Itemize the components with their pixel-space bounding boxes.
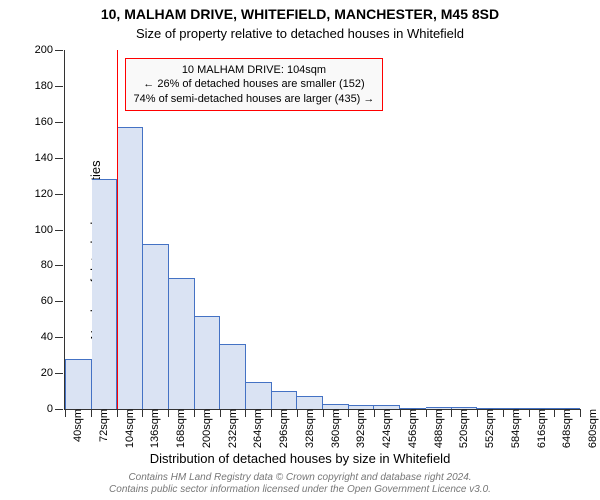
plot-area: 10 MALHAM DRIVE: 104sqm ← 26% of detache… xyxy=(64,50,580,410)
x-tick xyxy=(554,409,555,417)
y-tick-label: 200 xyxy=(35,44,65,56)
x-tick xyxy=(220,409,221,417)
x-tick xyxy=(65,409,66,417)
bar xyxy=(220,344,246,409)
x-tick-label: 648sqm xyxy=(557,409,573,448)
x-tick xyxy=(194,409,195,417)
page-title: 10, MALHAM DRIVE, WHITEFIELD, MANCHESTER… xyxy=(0,6,600,22)
x-tick-label: 456sqm xyxy=(403,409,419,448)
x-tick-label: 360sqm xyxy=(326,409,342,448)
x-tick-label: 136sqm xyxy=(145,409,161,448)
x-tick xyxy=(117,409,118,417)
x-tick xyxy=(580,409,581,417)
bar xyxy=(117,127,143,409)
x-tick-label: 584sqm xyxy=(506,409,522,448)
page-subtitle: Size of property relative to detached ho… xyxy=(0,26,600,41)
x-tick xyxy=(348,409,349,417)
bar xyxy=(143,244,169,409)
x-tick-label: 200sqm xyxy=(197,409,213,448)
x-tick xyxy=(142,409,143,417)
x-axis-label: Distribution of detached houses by size … xyxy=(0,451,600,466)
y-tick-label: 140 xyxy=(35,152,65,164)
x-tick-label: 264sqm xyxy=(248,409,264,448)
x-tick-label: 104sqm xyxy=(120,409,136,448)
x-tick-label: 392sqm xyxy=(351,409,367,448)
y-tick-label: 100 xyxy=(35,224,65,236)
bar xyxy=(297,396,323,409)
marker-line xyxy=(117,50,118,409)
x-tick-label: 488sqm xyxy=(429,409,445,448)
annotation-box: 10 MALHAM DRIVE: 104sqm ← 26% of detache… xyxy=(125,58,384,111)
footer-line2: Contains public sector information licen… xyxy=(0,484,600,496)
y-tick-label: 60 xyxy=(41,295,65,307)
x-tick-label: 520sqm xyxy=(454,409,470,448)
x-tick-label: 40sqm xyxy=(68,409,84,442)
chart-page: 10, MALHAM DRIVE, WHITEFIELD, MANCHESTER… xyxy=(0,0,600,500)
x-tick xyxy=(91,409,92,417)
x-tick xyxy=(168,409,169,417)
bar xyxy=(169,278,195,409)
x-tick xyxy=(245,409,246,417)
y-tick-label: 180 xyxy=(35,80,65,92)
x-tick xyxy=(426,409,427,417)
annotation-line1: 10 MALHAM DRIVE: 104sqm xyxy=(134,63,375,77)
y-tick-label: 120 xyxy=(35,188,65,200)
x-tick xyxy=(374,409,375,417)
x-tick-label: 424sqm xyxy=(377,409,393,448)
y-tick-label: 20 xyxy=(41,367,65,379)
bar xyxy=(272,391,298,409)
x-tick xyxy=(271,409,272,417)
x-tick-label: 232sqm xyxy=(223,409,239,448)
annotation-line2: ← 26% of detached houses are smaller (15… xyxy=(134,77,375,91)
bar xyxy=(65,359,92,409)
x-tick-label: 328sqm xyxy=(300,409,316,448)
y-tick-label: 40 xyxy=(41,331,65,343)
x-tick-label: 168sqm xyxy=(171,409,187,448)
x-tick xyxy=(400,409,401,417)
x-tick-label: 616sqm xyxy=(532,409,548,448)
x-tick xyxy=(451,409,452,417)
bar xyxy=(246,382,272,409)
x-tick-label: 72sqm xyxy=(94,409,110,442)
bar xyxy=(195,316,221,409)
x-tick xyxy=(477,409,478,417)
x-tick-label: 296sqm xyxy=(274,409,290,448)
footer: Contains HM Land Registry data © Crown c… xyxy=(0,472,600,496)
x-tick-label: 680sqm xyxy=(583,409,599,448)
x-tick xyxy=(323,409,324,417)
bar xyxy=(92,179,118,409)
x-tick xyxy=(297,409,298,417)
footer-line1: Contains HM Land Registry data © Crown c… xyxy=(0,472,600,484)
y-tick-label: 80 xyxy=(41,259,65,271)
x-tick xyxy=(529,409,530,417)
y-tick-label: 160 xyxy=(35,116,65,128)
y-tick-label: 0 xyxy=(47,403,65,415)
x-tick xyxy=(503,409,504,417)
x-tick-label: 552sqm xyxy=(480,409,496,448)
annotation-line3: 74% of semi-detached houses are larger (… xyxy=(134,92,375,106)
